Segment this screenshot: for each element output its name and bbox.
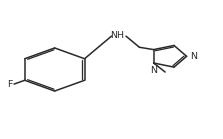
Text: N: N [150, 66, 157, 75]
Text: F: F [7, 80, 12, 89]
Text: NH: NH [110, 31, 124, 40]
Text: N: N [190, 52, 197, 61]
